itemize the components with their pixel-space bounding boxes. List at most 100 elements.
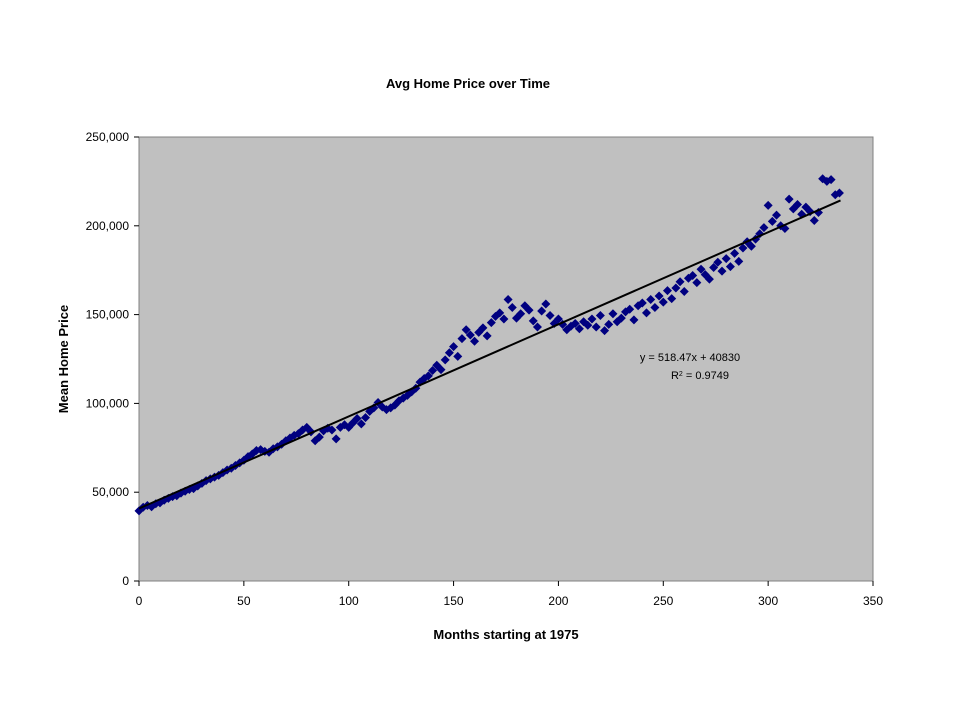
data-point — [444, 348, 454, 358]
data-point — [516, 309, 526, 319]
data-point — [721, 254, 731, 264]
data-point — [637, 298, 647, 308]
y-tick-label: 100,000 — [86, 396, 130, 410]
data-point — [541, 299, 551, 309]
data-point — [763, 200, 773, 210]
data-point — [604, 319, 614, 329]
data-point — [625, 304, 635, 314]
data-point — [499, 314, 509, 324]
data-point — [772, 210, 782, 220]
x-tick-label: 100 — [339, 594, 359, 608]
x-axis-ticks: 0 50 100 150 200 250 300 350 — [136, 581, 883, 608]
data-point — [570, 318, 580, 328]
data-point — [457, 334, 467, 344]
data-point — [767, 216, 777, 226]
data-point — [696, 264, 706, 274]
x-tick-label: 0 — [136, 594, 143, 608]
trendline-equation: y = 518.47x + 40830 — [640, 352, 740, 364]
y-tick-label: 250,000 — [86, 130, 130, 144]
x-tick-label: 150 — [444, 594, 464, 608]
data-point — [495, 308, 505, 318]
data-point — [553, 314, 563, 324]
data-point — [470, 336, 480, 346]
data-point — [709, 263, 719, 273]
data-point — [826, 175, 836, 185]
x-tick-label: 250 — [653, 594, 673, 608]
plot-area — [138, 136, 874, 582]
data-point — [809, 215, 819, 225]
y-tick-label: 50,000 — [92, 485, 129, 499]
data-point — [746, 241, 756, 251]
y-tick-label: 0 — [122, 574, 129, 588]
data-point — [545, 310, 555, 320]
y-axis-ticks: 0 50,000 100,000 150,000 200,000 250,000 — [86, 130, 139, 588]
data-point — [327, 425, 337, 435]
data-point — [834, 188, 844, 198]
data-point — [486, 318, 496, 328]
data-point — [453, 351, 463, 361]
data-point — [314, 432, 324, 442]
data-point — [478, 323, 488, 333]
data-point — [730, 248, 740, 258]
y-tick-label: 150,000 — [86, 308, 130, 322]
x-axis-label: Months starting at 1975 — [433, 627, 578, 642]
data-point — [616, 313, 626, 323]
data-point — [662, 286, 672, 296]
data-point — [738, 243, 748, 253]
data-point — [503, 295, 513, 305]
data-points — [134, 174, 844, 516]
data-point — [595, 310, 605, 320]
y-tick-label: 200,000 — [86, 219, 130, 233]
x-tick-label: 350 — [863, 594, 883, 608]
data-point — [356, 419, 366, 429]
data-point — [583, 320, 593, 330]
data-point — [428, 366, 438, 376]
data-point — [352, 413, 362, 423]
y-axis-label: Mean Home Price — [56, 305, 71, 413]
data-point — [658, 297, 668, 307]
data-point — [537, 306, 547, 316]
x-tick-label: 200 — [548, 594, 568, 608]
data-point — [713, 257, 723, 267]
data-point — [793, 199, 803, 209]
data-point — [650, 302, 660, 312]
chart-title: Avg Home Price over Time — [386, 76, 550, 91]
data-point — [247, 449, 257, 459]
data-point — [646, 295, 656, 305]
data-point — [704, 274, 714, 284]
data-point — [449, 342, 459, 352]
data-point — [671, 283, 681, 293]
data-point — [436, 365, 446, 375]
data-point — [642, 308, 652, 318]
data-point — [759, 223, 769, 233]
x-tick-label: 50 — [237, 594, 251, 608]
trendline-r-squared: R2 = 0.9749 — [671, 370, 729, 382]
data-point — [667, 294, 677, 304]
data-point — [688, 271, 698, 281]
data-point — [654, 291, 664, 301]
data-point — [423, 371, 433, 381]
data-point — [629, 315, 639, 325]
data-point — [465, 330, 475, 340]
data-point — [608, 309, 618, 319]
data-point — [331, 434, 341, 444]
data-point — [360, 413, 370, 423]
x-tick-label: 300 — [758, 594, 778, 608]
data-point — [591, 322, 601, 332]
data-point — [784, 194, 794, 204]
trendline — [138, 199, 841, 510]
data-point — [600, 326, 610, 336]
data-point — [725, 262, 735, 272]
data-point — [675, 277, 685, 287]
data-point — [507, 302, 517, 312]
data-point — [532, 322, 542, 332]
data-point — [524, 305, 534, 315]
data-point — [717, 266, 727, 276]
data-point — [482, 331, 492, 341]
data-point — [587, 314, 597, 324]
data-point — [440, 355, 450, 365]
data-point — [528, 316, 538, 326]
data-point — [692, 278, 702, 288]
data-point — [574, 324, 584, 334]
